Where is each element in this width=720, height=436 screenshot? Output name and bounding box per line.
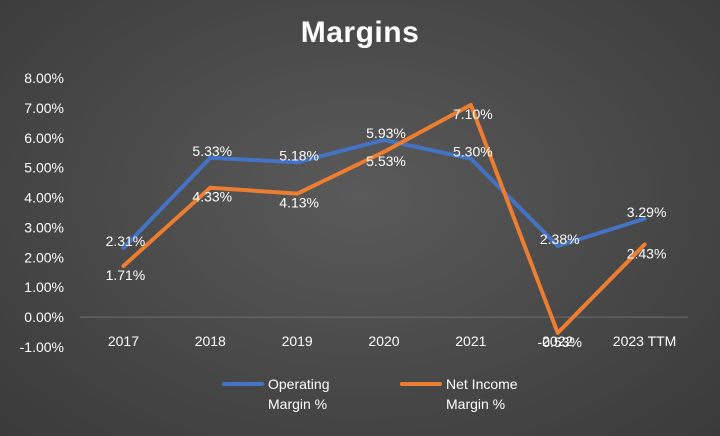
data-label-operating: 5.33% — [192, 143, 232, 159]
legend-item-operating-margin[interactable]: Operating Margin % — [222, 374, 364, 424]
data-label-net-income: 7.10% — [453, 106, 493, 122]
x-tick-label: 2017 — [108, 333, 139, 349]
chart-title: Margins — [300, 16, 420, 49]
data-label-net-income: -0.53% — [538, 334, 582, 350]
data-label-operating: 3.29% — [627, 204, 667, 220]
x-tick-label: 2018 — [195, 333, 226, 349]
y-tick-label: 0.00% — [24, 309, 64, 325]
data-label-operating: 2.38% — [540, 231, 580, 247]
legend-item-net-income-margin[interactable]: Net Income Margin % — [400, 374, 542, 424]
legend-label-operating-line1: Operating — [268, 376, 330, 392]
y-tick-label: 5.00% — [24, 160, 64, 176]
data-label-net-income: 2.43% — [627, 245, 667, 261]
y-tick-label: 1.00% — [24, 279, 64, 295]
data-label-operating: 5.30% — [453, 144, 493, 160]
data-label-net-income: 5.53% — [366, 153, 406, 169]
legend-label-net-income-line2: Margin % — [446, 396, 506, 412]
data-label-net-income: 1.71% — [106, 267, 146, 283]
data-label-operating: 5.18% — [279, 147, 319, 163]
y-tick-label: 6.00% — [24, 130, 64, 146]
legend-label-net-income: Net Income Margin % — [446, 374, 542, 414]
legend-swatch-operating — [222, 382, 264, 386]
data-label-net-income: 4.33% — [192, 189, 232, 205]
x-tick-label: 2023 TTM — [613, 333, 677, 349]
y-tick-label: 2.00% — [24, 249, 64, 265]
data-label-operating: 5.93% — [366, 125, 406, 141]
legend-label-operating-line2: Margin % — [268, 396, 328, 412]
data-label-net-income: 4.13% — [279, 195, 319, 211]
x-tick-label: 2019 — [282, 333, 313, 349]
x-tick-label: 2022 — [542, 333, 573, 349]
y-tick-label: -1.00% — [20, 339, 64, 355]
legend-swatch-net-income — [400, 382, 442, 386]
series-line-operating-margin — [121, 137, 647, 251]
legend-label-net-income-line1: Net Income — [446, 376, 518, 392]
x-tick-label: 2021 — [455, 333, 486, 349]
x-tick-label: 2020 — [368, 333, 399, 349]
y-tick-label: 7.00% — [24, 100, 64, 116]
y-tick-label: 3.00% — [24, 219, 64, 235]
legend: Operating Margin % Net Income Margin % — [222, 374, 542, 424]
data-label-operating: 2.31% — [106, 233, 146, 249]
series-line-net-income-margin — [121, 102, 647, 335]
y-tick-label: 8.00% — [24, 70, 64, 86]
y-tick-label: 4.00% — [24, 190, 64, 206]
legend-label-operating: Operating Margin % — [268, 374, 364, 414]
